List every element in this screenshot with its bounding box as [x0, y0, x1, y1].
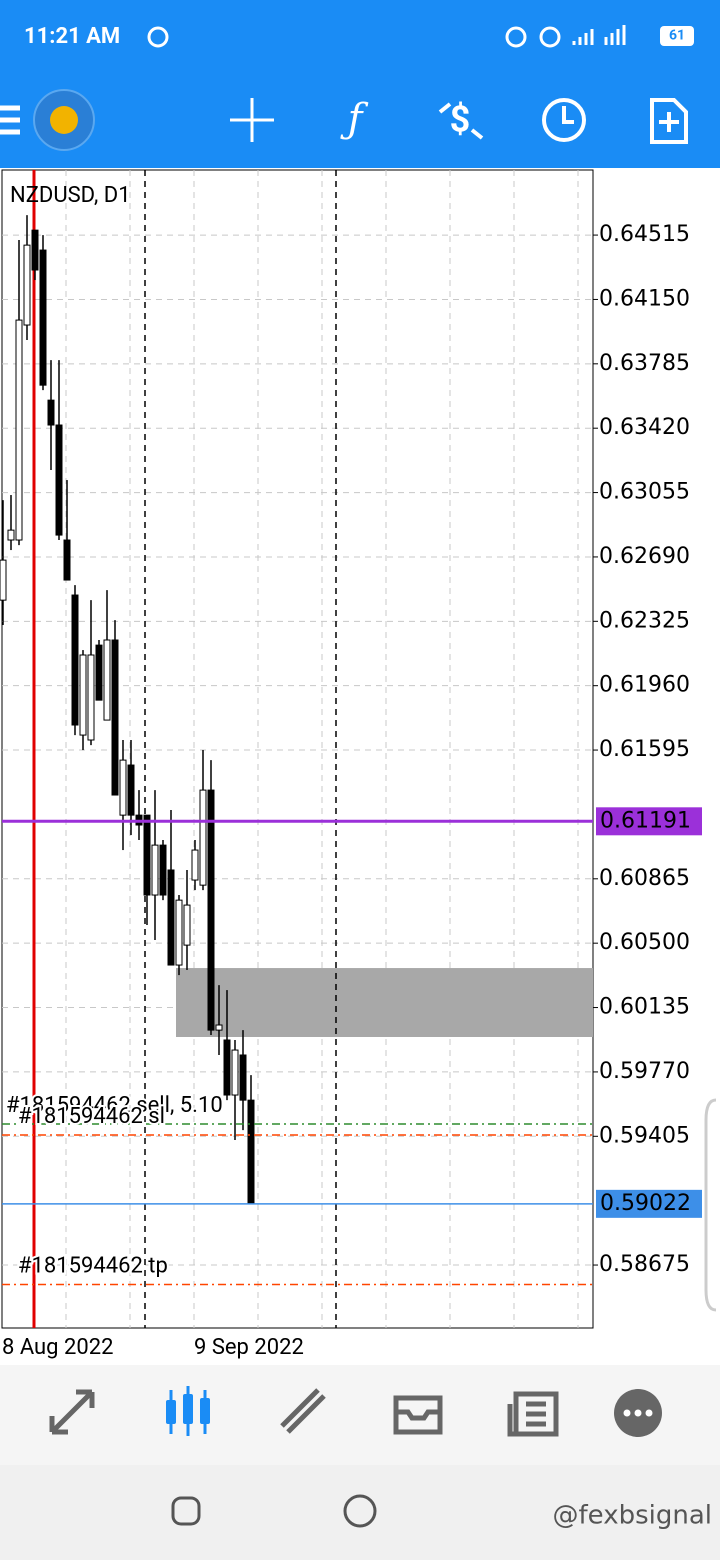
y-tick-label: 0.63420 — [599, 415, 690, 440]
candle-body — [71, 594, 79, 726]
trade-button[interactable]: $ — [450, 99, 471, 141]
candle-body — [231, 1049, 239, 1096]
y-tick-label: 0.61595 — [599, 737, 690, 762]
nav-quotes[interactable] — [49, 1389, 95, 1435]
candle-body — [191, 849, 199, 881]
order-label: #181594462 tp — [18, 1253, 168, 1278]
candle-body — [151, 844, 159, 896]
nav-news[interactable] — [507, 1391, 559, 1437]
battery-level: 61 — [669, 28, 685, 44]
candle-body — [223, 1039, 231, 1096]
candle-body — [103, 639, 111, 721]
candle-body — [119, 759, 127, 816]
candle-body — [175, 899, 183, 966]
candle-body — [31, 229, 39, 271]
candle-body — [143, 814, 151, 896]
order-label: #181594462 sl — [18, 1104, 165, 1129]
y-tick-label: 0.60865 — [599, 866, 690, 891]
system-nav — [0, 1465, 720, 1560]
candle-body — [159, 844, 167, 896]
candle-body — [15, 319, 23, 541]
chart-title: NZDUSD, D1 — [10, 183, 131, 208]
clock-hands — [562, 106, 574, 124]
candle-body — [183, 904, 191, 946]
candle-body — [39, 249, 47, 386]
y-tick-label: 0.59770 — [599, 1059, 690, 1084]
status-icons — [505, 25, 626, 48]
zone — [176, 968, 593, 1038]
candle-body — [207, 789, 215, 1031]
x-tick-label: 8 Aug 2022 — [2, 1335, 113, 1360]
y-tick-label: 0.59405 — [599, 1123, 690, 1148]
nav-history[interactable] — [393, 1395, 443, 1435]
candle-body — [247, 1099, 255, 1205]
y-tick-label: 0.62325 — [599, 608, 690, 633]
chat-dots — [623, 1409, 653, 1417]
y-tick-label: 0.60135 — [599, 995, 690, 1020]
chart-area — [0, 168, 720, 1365]
status-time: 11:21 AM — [24, 24, 120, 49]
nav-trade[interactable] — [280, 1388, 326, 1434]
x-tick-label: 9 Sep 2022 — [194, 1335, 304, 1360]
home-button[interactable] — [343, 1494, 377, 1528]
trade-arrows — [438, 102, 484, 140]
y-tick-label: 0.61960 — [599, 673, 690, 698]
menu-button[interactable] — [0, 105, 20, 135]
price-label-box — [596, 807, 702, 836]
battery — [660, 26, 694, 46]
y-tick-label: 0.64150 — [599, 286, 690, 311]
recents-button[interactable] — [171, 1496, 201, 1526]
nav-icons — [49, 1388, 559, 1437]
y-tick-label: 0.63055 — [599, 480, 690, 505]
side-handle[interactable] — [704, 1098, 717, 1312]
order-label: #181594462 sell, 5.10 — [6, 1093, 223, 1118]
crosshair-button[interactable] — [230, 98, 274, 142]
price-label: 0.59022 — [600, 1191, 691, 1216]
plot-frame — [1, 169, 594, 1329]
y-tick-label: 0.62690 — [599, 544, 690, 569]
candle-body — [63, 539, 71, 581]
y-tick-label: 0.60500 — [599, 930, 690, 955]
new-order-button[interactable] — [650, 98, 688, 144]
plot: 0.64515 0.64150 0.63785 0.63420 0.63055 0.626… — [0, 170, 690, 1328]
candle-body — [215, 1024, 223, 1031]
candle-body — [199, 789, 207, 886]
candle-body — [55, 424, 63, 536]
candle-body — [111, 639, 119, 796]
candle-body — [47, 399, 55, 426]
candle-body — [0, 559, 7, 601]
candle-body — [23, 244, 31, 326]
price-label: 0.61191 — [600, 808, 691, 833]
logo-core — [50, 106, 78, 134]
price-label-box — [596, 1189, 702, 1218]
candle-body — [239, 1054, 247, 1101]
bottom-nav — [0, 1365, 720, 1465]
candle-body — [87, 654, 95, 741]
timeframe-button[interactable] — [542, 98, 586, 142]
candle-body — [7, 529, 15, 541]
status-icon — [147, 26, 169, 48]
nav-chart[interactable] — [166, 1386, 210, 1436]
watermark: @fexbsignal — [553, 1501, 713, 1531]
plus-icon — [659, 112, 679, 132]
candle-body — [95, 644, 103, 701]
y-tick-label: 0.58675 — [599, 1252, 690, 1277]
candle-body — [79, 654, 87, 736]
y-tick-label: 0.64515 — [599, 222, 690, 247]
y-tick-label: 0.63785 — [599, 351, 690, 376]
app-bar — [0, 0, 720, 168]
candle-body — [167, 869, 175, 966]
candle-body — [127, 764, 135, 816]
